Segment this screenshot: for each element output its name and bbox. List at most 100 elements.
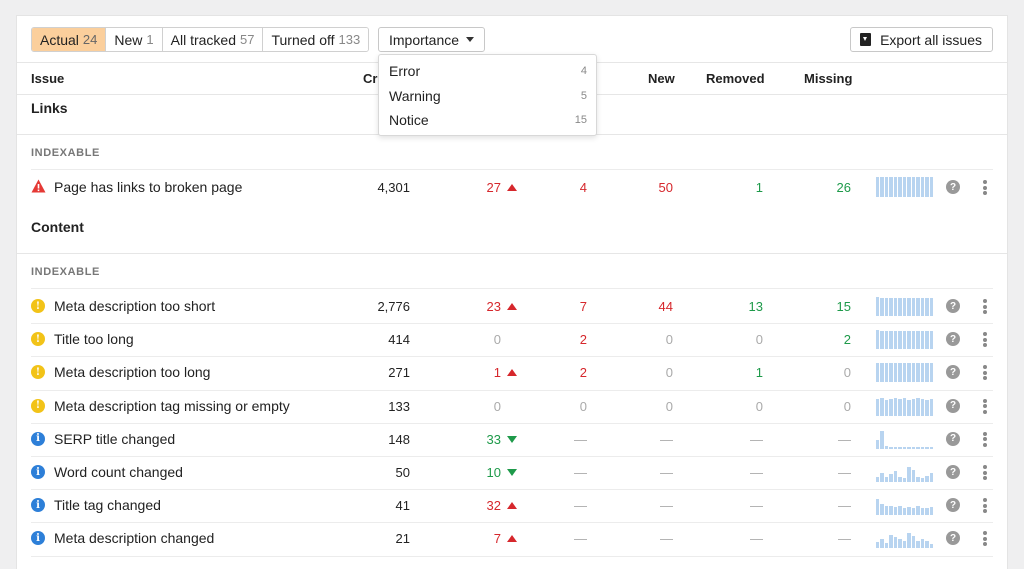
importance-option-error[interactable]: Error 4 bbox=[379, 59, 596, 84]
kebab-dot bbox=[983, 509, 987, 514]
warning-icon: ! bbox=[31, 299, 45, 313]
sparkline-bar bbox=[884, 399, 889, 416]
importance-option-warning[interactable]: Warning 5 bbox=[379, 84, 596, 109]
export-all-issues-button[interactable]: Export all issues bbox=[850, 27, 993, 52]
sparkline-bar bbox=[907, 363, 911, 383]
change-value: 27 bbox=[487, 180, 517, 195]
issue-name-link[interactable]: Title too long bbox=[54, 331, 134, 348]
help-icon[interactable]: ? bbox=[946, 299, 960, 313]
kebab-dot bbox=[983, 185, 987, 190]
history-sparkline[interactable] bbox=[876, 529, 934, 549]
more-options-icon[interactable] bbox=[983, 531, 987, 547]
arrow-up-icon bbox=[507, 535, 517, 543]
sparkline-bar bbox=[907, 331, 911, 350]
help-icon[interactable]: ? bbox=[946, 431, 960, 446]
issue-name-link[interactable]: SERP title changed bbox=[54, 430, 176, 447]
sparkline-bar bbox=[907, 399, 911, 416]
importance-dropdown-button[interactable]: Importance bbox=[378, 27, 486, 52]
issue-name-link[interactable]: Meta description changed bbox=[54, 530, 215, 547]
table-row[interactable]: ! Title too long 414 0 2 0 0 2? bbox=[17, 323, 1007, 356]
divider bbox=[31, 169, 993, 170]
history-sparkline[interactable] bbox=[876, 297, 934, 316]
sparkline-bar bbox=[925, 177, 929, 197]
issue-name-link[interactable]: Word count changed bbox=[54, 464, 183, 480]
help-icon[interactable]: ? bbox=[946, 398, 960, 413]
sparkline-bar bbox=[920, 363, 925, 383]
help-icon[interactable]: ? bbox=[946, 498, 960, 513]
sparkline-bar bbox=[902, 363, 907, 383]
sparkline-bar bbox=[920, 398, 925, 416]
help-icon[interactable]: ? bbox=[946, 531, 960, 546]
more-options-icon[interactable] bbox=[983, 431, 987, 447]
sparkline-bar bbox=[889, 331, 893, 350]
table-row[interactable]: ! Meta description tag missing or empty 13… bbox=[17, 390, 1007, 423]
change-number: 32 bbox=[486, 498, 501, 514]
table-row[interactable]: i SERP title changed 148 33 — — — —? bbox=[17, 423, 1007, 456]
sparkline-bar bbox=[893, 537, 898, 549]
importance-option-notice[interactable]: Notice 15 bbox=[379, 108, 596, 133]
filter-count: 133 bbox=[338, 32, 361, 47]
kebab-dot bbox=[983, 370, 987, 375]
history-sparkline[interactable] bbox=[876, 496, 934, 516]
more-options-icon[interactable] bbox=[983, 299, 987, 314]
history-sparkline[interactable] bbox=[876, 363, 934, 383]
table-row[interactable]: ! Meta description too long 271 1 2 0 1 0? bbox=[17, 356, 1007, 389]
table-row[interactable]: i Meta description changed 21 7 — — — —? bbox=[17, 522, 1007, 555]
kebab-dot bbox=[983, 476, 987, 480]
issue-name-link[interactable]: Page has links to broken page bbox=[54, 179, 243, 195]
sparkline-bar bbox=[884, 177, 889, 197]
importance-label: Importance bbox=[389, 31, 460, 48]
more-options-icon[interactable] bbox=[983, 365, 987, 381]
help-icon[interactable]: ? bbox=[946, 332, 960, 347]
more-options-icon[interactable] bbox=[983, 498, 987, 514]
column-header-issue[interactable]: Issue bbox=[31, 71, 65, 86]
column-header-removed[interactable]: Removed bbox=[706, 71, 765, 86]
table-row[interactable]: ! Meta description too short 2,776 23 7 44 13 1… bbox=[17, 290, 1007, 323]
issue-name-link[interactable]: Meta description tag missing or empty bbox=[54, 397, 290, 414]
sparkline-bar bbox=[893, 446, 898, 449]
sparkline-bar bbox=[876, 439, 880, 449]
removed-value: — bbox=[750, 431, 763, 447]
more-options-icon[interactable] bbox=[983, 465, 987, 480]
column-header-missing[interactable]: Missing bbox=[804, 71, 853, 86]
new-value: 0 bbox=[665, 398, 673, 414]
sparkline-bar bbox=[907, 533, 911, 549]
help-icon[interactable]: ? bbox=[946, 365, 960, 380]
more-options-icon[interactable] bbox=[983, 180, 987, 195]
sparkline-bar bbox=[880, 363, 884, 383]
issue-name-link[interactable]: Meta description too long bbox=[54, 364, 211, 381]
row-divider bbox=[31, 422, 993, 424]
history-sparkline[interactable] bbox=[876, 463, 934, 482]
history-sparkline[interactable] bbox=[876, 330, 934, 350]
more-options-icon[interactable] bbox=[983, 332, 987, 348]
table-row[interactable]: i Title tag changed 41 32 — — — —? bbox=[17, 489, 1007, 522]
kebab-dot bbox=[983, 304, 987, 309]
issue-name-link[interactable]: Title tag changed bbox=[54, 497, 161, 514]
filter-all-tracked[interactable]: All tracked 57 bbox=[162, 28, 264, 51]
removed-value: 0 bbox=[755, 398, 763, 414]
sparkline-bar bbox=[907, 507, 911, 516]
more-options-icon[interactable] bbox=[983, 398, 987, 414]
column-header-new[interactable]: New bbox=[648, 71, 675, 86]
help-icon[interactable]: ? bbox=[946, 180, 960, 194]
filter-new[interactable]: New 1 bbox=[106, 28, 163, 51]
history-sparkline[interactable] bbox=[876, 177, 934, 197]
filter-turned-off[interactable]: Turned off 133 bbox=[263, 28, 369, 51]
filter-toolbar: Actual 24 New 1 All tracked 57 Turned off 13… bbox=[31, 27, 370, 52]
sparkline-bar bbox=[884, 363, 889, 383]
table-row[interactable]: i Word count changed 50 10 — — — —? bbox=[17, 456, 1007, 489]
column-header-crawled[interactable]: Cr bbox=[363, 71, 378, 86]
help-icon[interactable]: ? bbox=[946, 465, 960, 479]
table-row[interactable]: Page has links to broken page 4,301 27 4 50 1… bbox=[17, 171, 1007, 204]
export-label: Export all issues bbox=[880, 31, 982, 48]
change-value: 23 bbox=[487, 299, 517, 314]
issue-name-link[interactable]: Meta description too short bbox=[54, 298, 216, 314]
kebab-dot bbox=[983, 431, 987, 436]
sparkline-bar bbox=[925, 399, 929, 416]
sparkline-bar bbox=[880, 177, 884, 197]
filter-actual[interactable]: Actual 24 bbox=[32, 28, 107, 51]
option-label: Warning bbox=[389, 87, 441, 104]
history-sparkline[interactable] bbox=[876, 430, 934, 449]
history-sparkline[interactable] bbox=[876, 397, 934, 416]
section-title: Links bbox=[31, 100, 68, 116]
